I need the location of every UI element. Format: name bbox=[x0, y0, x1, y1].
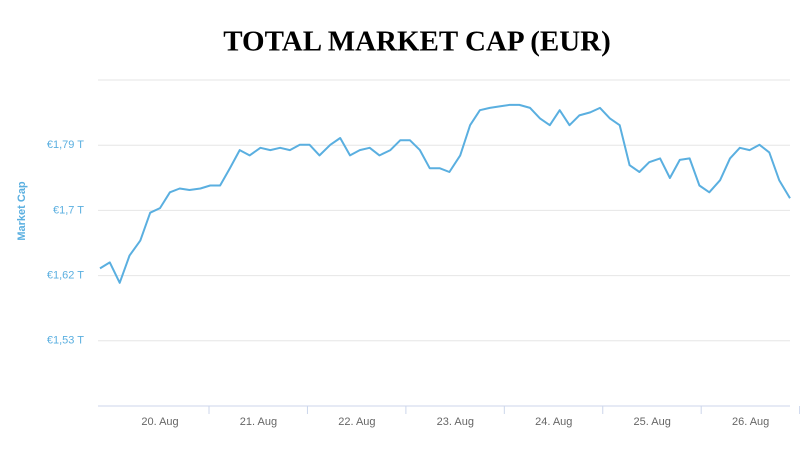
x-tick-label: 21. Aug bbox=[240, 416, 277, 428]
line-series bbox=[99, 103, 791, 284]
x-tick-label: 26. Aug bbox=[732, 416, 769, 428]
x-tick-label: 20. Aug bbox=[141, 416, 178, 428]
x-tick-label: 23. Aug bbox=[437, 416, 474, 428]
y-tick-label: €1,53 T bbox=[47, 335, 84, 347]
y-axis-label: Market Cap bbox=[16, 181, 28, 241]
y-tick-label: €1,62 T bbox=[47, 270, 84, 282]
x-tick-label: 24. Aug bbox=[535, 416, 572, 428]
chart-title: TOTAL MARKET CAP (EUR) bbox=[223, 26, 611, 58]
x-tick-label: 25. Aug bbox=[634, 416, 671, 428]
y-tick-label: €1,7 T bbox=[53, 204, 84, 216]
x-tick-label: 22. Aug bbox=[338, 416, 375, 428]
y-tick-label: €1,79 T bbox=[47, 139, 84, 151]
